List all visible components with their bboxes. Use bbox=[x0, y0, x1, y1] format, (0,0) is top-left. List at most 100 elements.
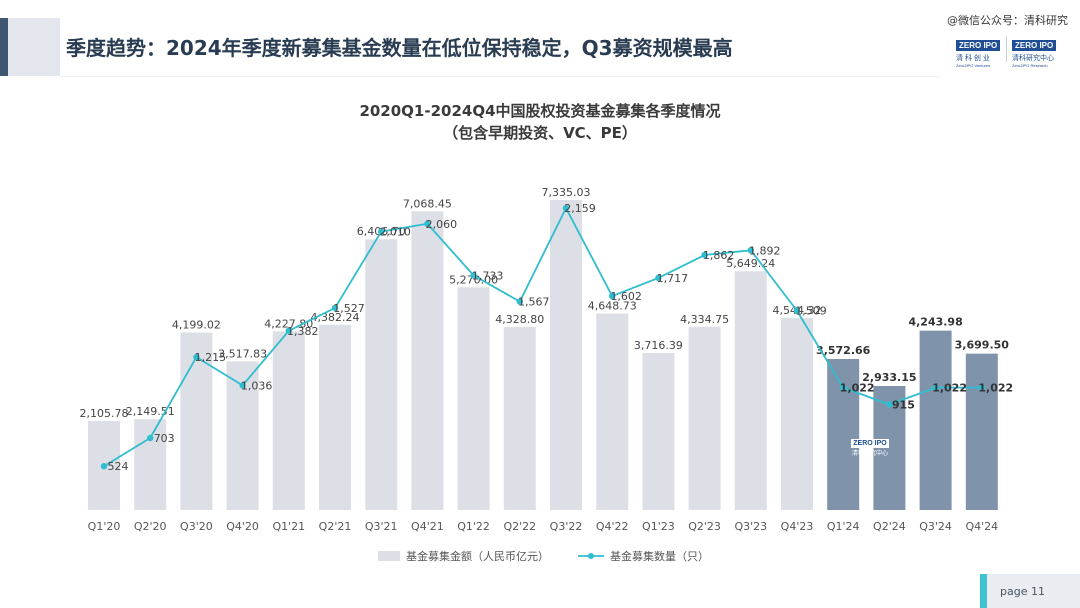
line-value-label: 915 bbox=[892, 399, 915, 412]
line-value-label: 1,022 bbox=[978, 382, 1013, 395]
bar-value-label: 2,105.78 bbox=[80, 407, 129, 420]
line-value-label: 1,022 bbox=[932, 382, 967, 395]
line-point-Q1'21 bbox=[285, 327, 292, 334]
line-value-label: 1,527 bbox=[333, 302, 365, 315]
bar-Q4'21 bbox=[411, 211, 444, 510]
bar-value-label: 7,335.03 bbox=[542, 186, 591, 199]
x-tick-label: Q3'23 bbox=[734, 520, 767, 533]
x-tick-label: Q3'22 bbox=[550, 520, 583, 533]
bar-value-label: 7,068.45 bbox=[403, 197, 452, 210]
x-tick-label: Q3'21 bbox=[365, 520, 398, 533]
page-title: 季度趋势：2024年季度新募集基金数量在低位保持稳定，Q3募资规模最高 bbox=[66, 36, 733, 60]
bar-value-label: 4,243.98 bbox=[908, 316, 962, 329]
logo-en-name: Zero2IPO Ventures bbox=[956, 63, 991, 68]
line-value-label: 1,602 bbox=[610, 290, 642, 303]
logo-cn-name: 清科研究中心 bbox=[1012, 55, 1054, 62]
line-value-label: 2,159 bbox=[564, 202, 596, 215]
bar-value-label: 3,517.83 bbox=[218, 347, 267, 360]
line-value-label: 1,022 bbox=[840, 382, 875, 395]
line-point-Q4'23 bbox=[793, 307, 801, 314]
chart-watermark-logo: ZERO IPO 清科研究中心 bbox=[850, 432, 890, 458]
line-point-Q1'22 bbox=[470, 272, 477, 279]
bar-Q3'22 bbox=[550, 200, 582, 510]
line-value-label: 1,382 bbox=[287, 325, 319, 338]
line-value-label: 2,010 bbox=[379, 226, 411, 239]
chart-logo-badge: ZERO IPO bbox=[851, 439, 889, 448]
x-tick-label: Q3'20 bbox=[180, 520, 213, 533]
line-value-label: 703 bbox=[154, 432, 175, 445]
x-tick-label: Q2'23 bbox=[688, 520, 721, 533]
header-divider bbox=[60, 76, 940, 77]
line-series: 524 703 1,215 1,036 1,382 1,527 2,010 2,060 1,73… bbox=[100, 202, 1013, 473]
bar-Q2'22 bbox=[503, 327, 536, 510]
line-value-label: 2,060 bbox=[426, 218, 458, 231]
header-accent-bar bbox=[0, 18, 8, 76]
line-point-Q3'22 bbox=[562, 204, 570, 212]
line-value-label: 1,717 bbox=[657, 272, 689, 285]
x-tick-label: Q4'20 bbox=[226, 520, 259, 533]
line-point-Q3'21 bbox=[378, 228, 385, 235]
chart-title: 2020Q1-2024Q4中国股权投资基金募集各季度情况 bbox=[359, 102, 720, 120]
bar-value-label: 4,328.80 bbox=[495, 313, 544, 326]
x-tick-label: Q2'22 bbox=[503, 520, 536, 533]
bar-Q1'22 bbox=[457, 287, 490, 510]
bar-Q3'20 bbox=[180, 332, 213, 510]
bar-Q4'22 bbox=[596, 313, 629, 510]
bar-value-label: 4,648.73 bbox=[588, 300, 637, 313]
zero2ipo-ventures-logo: ZERO IPO 清 科 创 业 Zero2IPO Ventures bbox=[956, 35, 1002, 68]
line-point-Q3'20 bbox=[193, 353, 200, 361]
x-tick-label: Q2'20 bbox=[134, 520, 167, 533]
x-tick-label: Q1'20 bbox=[88, 520, 121, 533]
bar-Q1'23 bbox=[642, 352, 675, 510]
x-tick-label: Q1'23 bbox=[642, 520, 675, 533]
x-tick-label: Q4'23 bbox=[781, 520, 814, 533]
x-tick-label: Q4'24 bbox=[965, 520, 998, 533]
legend-line-marker bbox=[588, 553, 594, 559]
bar-value-label: 4,334.75 bbox=[680, 313, 729, 326]
page-number: page 11 bbox=[1000, 585, 1045, 598]
logo-cn-name: 清 科 创 业 bbox=[956, 55, 990, 62]
bar-series: 2,105.782,149.514,199.023,517.834,227.80… bbox=[80, 186, 1009, 511]
line-point-Q2'21 bbox=[331, 304, 339, 312]
line-point-Q2'22 bbox=[516, 298, 523, 305]
legend: 基金募集金额（人民币亿元） 基金募集数量（只） bbox=[378, 549, 709, 563]
bar-Q3'24 bbox=[919, 330, 952, 510]
chart-logo-cn: 清科研究中心 bbox=[851, 451, 888, 457]
bar-Q1'21 bbox=[272, 331, 305, 510]
bar-Q2'23 bbox=[688, 326, 721, 510]
line-point-Q3'23 bbox=[747, 247, 754, 254]
x-tick-label: Q4'22 bbox=[596, 520, 629, 533]
line-point-Q2'20 bbox=[147, 434, 154, 442]
line-value-label: 1,733 bbox=[472, 269, 504, 282]
line-point-Q4'20 bbox=[239, 382, 246, 389]
bar-Q4'24 bbox=[965, 353, 998, 510]
bar-Q2'20 bbox=[134, 419, 167, 510]
line-value-label: 1,509 bbox=[795, 305, 827, 318]
logo-en-name: Zero2IPO Research bbox=[1012, 63, 1048, 68]
line-value-label: 1,567 bbox=[518, 296, 550, 309]
line-point-Q4'22 bbox=[609, 292, 616, 300]
line-point-Q4'21 bbox=[424, 220, 431, 227]
x-tick-label: Q2'24 bbox=[873, 520, 906, 533]
watermark-text: @微信公众号：清科研究 bbox=[947, 14, 1068, 27]
legend-bar-swatch bbox=[378, 551, 400, 561]
header-band bbox=[0, 18, 60, 76]
line-point-Q2'23 bbox=[701, 251, 708, 259]
bar-value-label: 2,933.15 bbox=[862, 371, 916, 384]
logo-separator bbox=[1006, 36, 1007, 62]
x-tick-label: Q4'21 bbox=[411, 520, 444, 533]
logo-badge: ZERO IPO bbox=[1012, 40, 1057, 51]
bar-Q3'21 bbox=[365, 239, 398, 511]
line-value-label: 1,892 bbox=[749, 244, 781, 257]
x-tick-label: Q1'21 bbox=[272, 520, 305, 533]
bar-Q1'24 bbox=[827, 359, 860, 510]
x-tick-label: Q1'24 bbox=[827, 520, 860, 533]
bar-value-label: 3,716.39 bbox=[634, 339, 683, 352]
footer-accent bbox=[980, 574, 987, 608]
line-count-series bbox=[103, 206, 982, 467]
bar-value-label: 3,572.66 bbox=[816, 344, 871, 357]
x-axis-labels: Q1'20 Q2'20 Q3'20 Q4'20 Q1'21 Q2'21 Q3'21 Q4'21… bbox=[88, 520, 998, 533]
line-point-Q2'24 bbox=[886, 401, 893, 408]
line-point-Q1'24 bbox=[840, 384, 847, 391]
